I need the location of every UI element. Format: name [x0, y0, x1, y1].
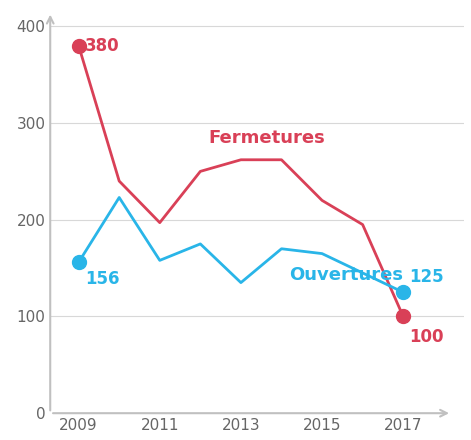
Text: 125: 125 [409, 268, 444, 286]
Text: 100: 100 [409, 328, 444, 346]
Text: Ouvertures: Ouvertures [290, 266, 404, 284]
Text: 380: 380 [85, 37, 119, 55]
Text: Fermetures: Fermetures [209, 129, 325, 147]
Text: 156: 156 [85, 270, 119, 288]
